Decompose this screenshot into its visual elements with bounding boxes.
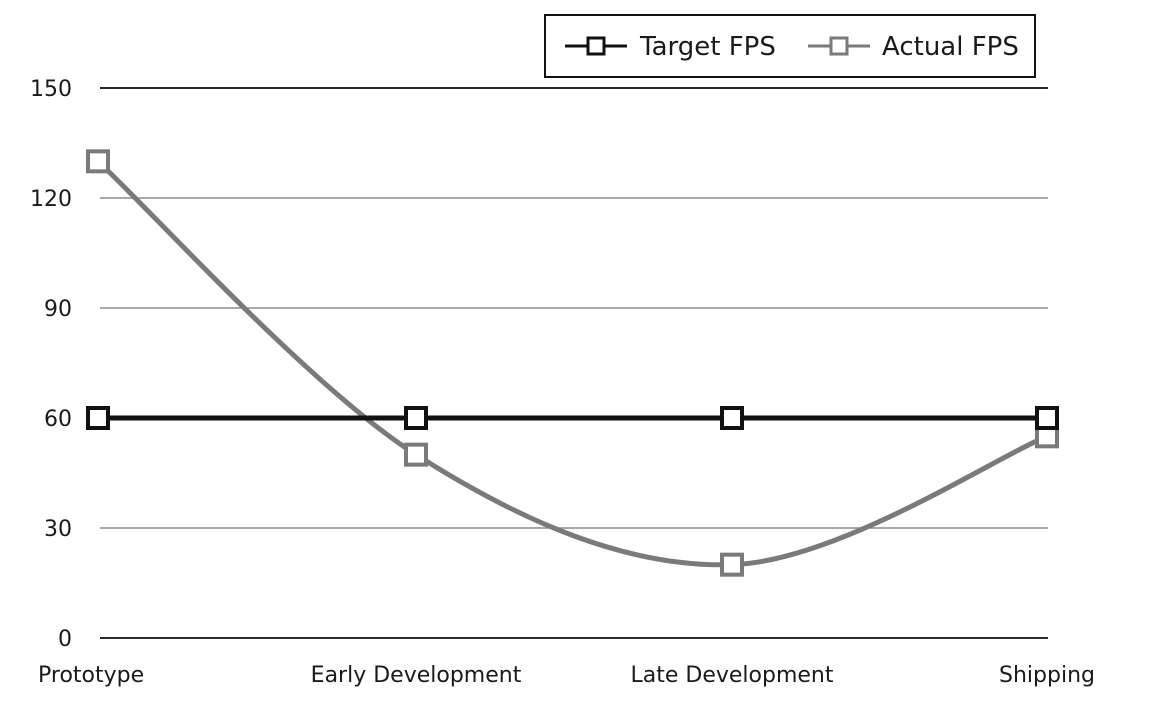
legend: Target FPS Actual FPS — [544, 14, 1036, 78]
data-point-target-fps — [1035, 406, 1059, 430]
y-tick-label: 30 — [44, 517, 72, 542]
series-line-actual-fps — [96, 159, 1048, 568]
data-point-actual-fps — [720, 552, 744, 577]
legend-swatch-marker — [829, 36, 849, 56]
data-point-actual-fps — [86, 149, 110, 174]
series-target-fps — [86, 406, 1059, 430]
x-category-label: Late Development — [631, 663, 834, 688]
legend-label: Actual FPS — [882, 32, 1019, 62]
x-category-label: Shipping — [999, 663, 1095, 688]
x-category-label: Early Development — [311, 663, 522, 688]
legend-item-target-fps: Target FPS — [565, 32, 776, 62]
y-tick-label: 120 — [30, 187, 72, 212]
y-axis-tick-labels: 0 30 60 90 120 150 — [30, 77, 72, 652]
x-axis-category-labels: Prototype Early Development Late Developme… — [38, 663, 1095, 688]
y-tick-label: 90 — [44, 297, 72, 322]
data-point-target-fps — [720, 406, 744, 430]
data-point-actual-fps — [404, 442, 428, 467]
y-tick-label: 150 — [30, 77, 72, 102]
legend-item-actual-fps: Actual FPS — [808, 32, 1019, 62]
data-point-target-fps — [404, 406, 428, 430]
legend-box — [544, 14, 1036, 78]
x-category-label: Prototype — [38, 663, 144, 688]
legend-swatch-marker — [586, 36, 606, 56]
series-lines — [86, 149, 1059, 577]
series-actual-fps — [86, 149, 1059, 577]
data-point-target-fps — [86, 406, 110, 430]
y-tick-label: 60 — [44, 407, 72, 432]
legend-label: Target FPS — [639, 32, 776, 62]
y-tick-label: 0 — [58, 627, 72, 652]
gridlines — [100, 87, 1048, 639]
